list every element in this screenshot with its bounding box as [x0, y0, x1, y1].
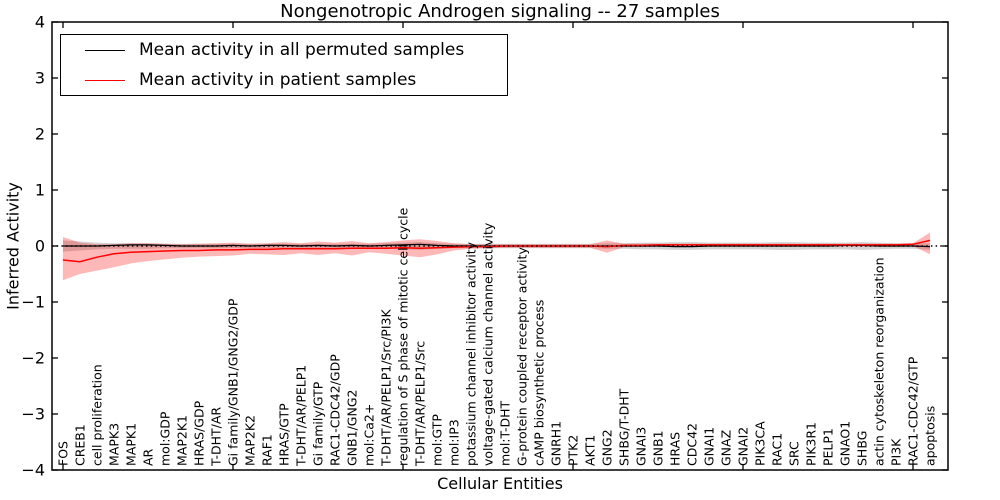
x-category-label: SHBG/T-DHT: [617, 388, 632, 466]
x-category-label: PELP1: [821, 428, 836, 466]
x-category-label: GNAI1: [702, 427, 717, 466]
x-category-label: MAP2K2: [243, 415, 258, 466]
x-category-label: mol:T-DHT: [498, 400, 513, 466]
y-tick-label: −3: [21, 405, 45, 424]
permuted-line-swatch: [85, 49, 125, 51]
x-category-label: regulation of S phase of mitotic cell cy…: [396, 207, 411, 466]
x-category-label: cAMP biosynthetic process: [532, 300, 547, 466]
x-category-label: PIK3CA: [753, 421, 768, 466]
legend-label-patient: Mean activity in patient samples: [139, 70, 417, 90]
x-category-label: Gi family/GNB1/GNG2/GDP: [226, 298, 241, 466]
x-category-label: mol:GDP: [158, 411, 173, 466]
x-category-label: RAC1-CDC42/GDP: [328, 354, 343, 466]
x-category-label: PTK2: [566, 435, 581, 466]
x-category-label: GNG2: [600, 429, 615, 466]
x-category-label: SRC: [787, 441, 802, 466]
x-category-label: AKT1: [583, 435, 598, 466]
plot-border: [51, 21, 949, 471]
x-category-label: MAPK1: [124, 423, 139, 466]
x-category-label: T-DHT/AR/PELP1/Src: [413, 341, 428, 467]
x-category-label: T-DHT/AR: [209, 407, 224, 467]
x-category-label: MAP2K1: [175, 415, 190, 466]
x-category-label: actin cytoskeleton reorganization: [872, 257, 887, 466]
x-category-label: RAF1: [260, 434, 275, 466]
x-category-label: potassium channel inhibitor activity: [464, 241, 479, 466]
x-category-label: T-DHT/AR/PELP1: [294, 365, 309, 467]
x-category-label: CDC42: [685, 423, 700, 466]
y-tick-label: 4: [35, 13, 45, 32]
x-category-label: MAPK3: [107, 423, 122, 466]
x-category-label: HRAS: [668, 432, 683, 466]
patient-confidence-band: [63, 232, 930, 281]
x-category-label: mol:Ca2+: [362, 404, 377, 466]
x-axis-label: Cellular Entities: [437, 474, 563, 493]
x-category-label: mol:GTP: [430, 414, 445, 466]
y-tick-label: −2: [21, 349, 45, 368]
x-category-label: PI3K: [889, 438, 904, 466]
x-category-label: GNB1/GNG2: [345, 390, 360, 466]
x-category-label: cell proliferation: [90, 364, 105, 466]
x-category-label: CREB1: [73, 424, 88, 466]
x-category-label: HRAS/GTP: [277, 403, 292, 466]
x-category-label: GNAI3: [634, 427, 649, 466]
y-tick-label: 1: [35, 181, 45, 200]
chart-title: Nongenotropic Androgen signaling -- 27 s…: [280, 1, 720, 22]
y-axis-label: Inferred Activity: [3, 182, 23, 310]
x-category-label: HRAS/GDP: [192, 400, 207, 466]
y-tick-label: 2: [35, 125, 45, 144]
legend-label-permuted: Mean activity in all permuted samples: [139, 40, 465, 60]
x-category-label: RAC1: [770, 433, 785, 466]
x-category-label: AR: [141, 448, 156, 466]
x-category-label: GNAI2: [736, 427, 751, 466]
x-category-label: RAC1-CDC42/GTP: [906, 356, 921, 466]
x-category-label: G-protein coupled receptor activity: [515, 247, 530, 466]
x-category-label: SHBG: [855, 431, 870, 466]
x-category-label: GNAZ: [719, 430, 734, 466]
x-category-label: voltage-gated calcium channel activity: [481, 222, 496, 466]
patient-mean-line: [62, 239, 931, 263]
x-category-label: mol:IP3: [447, 419, 462, 466]
legend-entry-permuted: Mean activity in all permuted samples: [61, 36, 507, 64]
x-category-label: GNAO1: [838, 421, 853, 466]
y-tick-label: 3: [35, 69, 45, 88]
patient-line-swatch: [85, 79, 125, 81]
x-category-label: apoptosis: [923, 406, 938, 466]
x-category-label: Gi family/GTP: [311, 381, 326, 466]
y-tick-label: 0: [35, 237, 45, 256]
x-category-label: PIK3R1: [804, 422, 819, 466]
y-tick-label: −1: [21, 293, 45, 312]
legend-entry-patient: Mean activity in patient samples: [61, 66, 507, 94]
y-tick-label: −4: [21, 461, 45, 480]
x-category-label: GNB1: [651, 430, 666, 466]
x-category-label: T-DHT/AR/PELP1/Src/PI3K: [379, 309, 394, 467]
legend: Mean activity in all permuted samples Me…: [60, 34, 508, 96]
x-category-label: FOS: [56, 441, 71, 466]
x-category-label: GNRH1: [549, 421, 564, 466]
